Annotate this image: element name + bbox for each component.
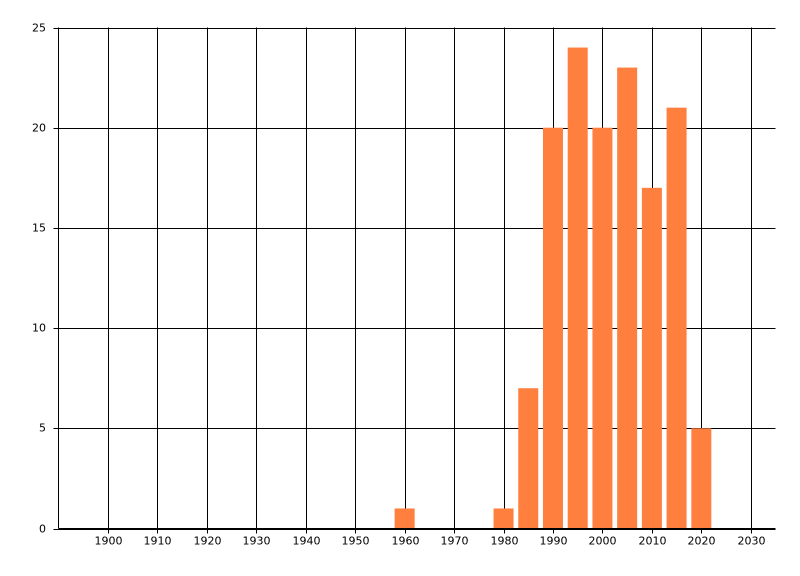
y-tick-label: 5: [39, 422, 46, 435]
bar: [592, 127, 613, 529]
x-tick-label: 1910: [144, 535, 172, 548]
x-tick-label: 1930: [243, 535, 271, 548]
x-tick-label: 1960: [392, 535, 420, 548]
x-tick-label: 1900: [95, 535, 123, 548]
x-tick-label: 2020: [688, 535, 716, 548]
bar: [691, 428, 712, 529]
y-tick-label: 25: [32, 22, 46, 35]
x-tick-label: 2010: [639, 535, 667, 548]
bar: [493, 508, 514, 529]
x-tick-label: 1980: [491, 535, 519, 548]
x-tick-label: 1920: [194, 535, 222, 548]
y-tick-label: 0: [39, 523, 46, 536]
bar: [518, 388, 539, 529]
x-tick-label: 1970: [441, 535, 469, 548]
bar: [542, 127, 563, 529]
x-tick-label: 1940: [293, 535, 321, 548]
bar: [617, 67, 638, 529]
y-tick-label: 10: [32, 322, 46, 335]
x-tick-label: 2000: [589, 535, 617, 548]
y-tick-label: 15: [32, 222, 46, 235]
bar: [394, 508, 415, 529]
x-tick-label: 1990: [540, 535, 568, 548]
bar: [666, 107, 687, 529]
x-tick-label: 1950: [342, 535, 370, 548]
x-tick-label: 2030: [738, 535, 766, 548]
bar: [567, 47, 588, 529]
y-tick-label: 20: [32, 122, 46, 135]
bar: [641, 187, 662, 529]
